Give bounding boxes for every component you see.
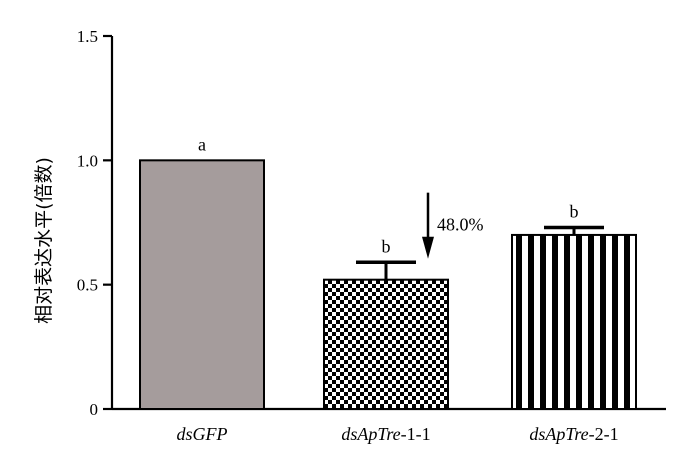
category-label-italic: dsGFP bbox=[177, 424, 228, 444]
significance-labels: a b b bbox=[198, 134, 579, 256]
category-label: dsApTre-2-1 bbox=[529, 424, 618, 444]
error-bars bbox=[356, 225, 604, 280]
category-label-italic: dsApTre bbox=[529, 424, 588, 444]
category-labels: dsGFP dsApTre-1-1 dsApTre-2-1 bbox=[177, 424, 619, 444]
category-label-italic: dsApTre bbox=[341, 424, 400, 444]
category-label: dsGFP bbox=[177, 424, 228, 444]
y-tick-label: 1.0 bbox=[77, 151, 98, 170]
y-ticks: 0 0.5 1.0 1.5 bbox=[77, 27, 112, 419]
bar-1 bbox=[139, 159, 265, 410]
significance-letter: b bbox=[382, 236, 391, 256]
y-tick-label: 0 bbox=[90, 400, 99, 419]
annotation-arrow-head bbox=[422, 236, 434, 259]
significance-letter: a bbox=[198, 134, 206, 154]
bar-3 bbox=[511, 233, 637, 410]
category-label-suffix: -2-1 bbox=[589, 424, 619, 444]
y-tick-label: 1.5 bbox=[77, 27, 98, 46]
y-axis-title: 相对表达水平(倍数) bbox=[33, 157, 55, 324]
y-tick-label: 0.5 bbox=[77, 276, 98, 295]
annotation-label: 48.0% bbox=[437, 215, 484, 235]
significance-letter: b bbox=[570, 201, 579, 221]
reduction-annotation: 48.0% bbox=[422, 192, 484, 259]
bars bbox=[139, 159, 637, 410]
category-label: dsApTre-1-1 bbox=[341, 424, 430, 444]
category-label-suffix: -1-1 bbox=[401, 424, 431, 444]
bar-2 bbox=[323, 278, 449, 410]
